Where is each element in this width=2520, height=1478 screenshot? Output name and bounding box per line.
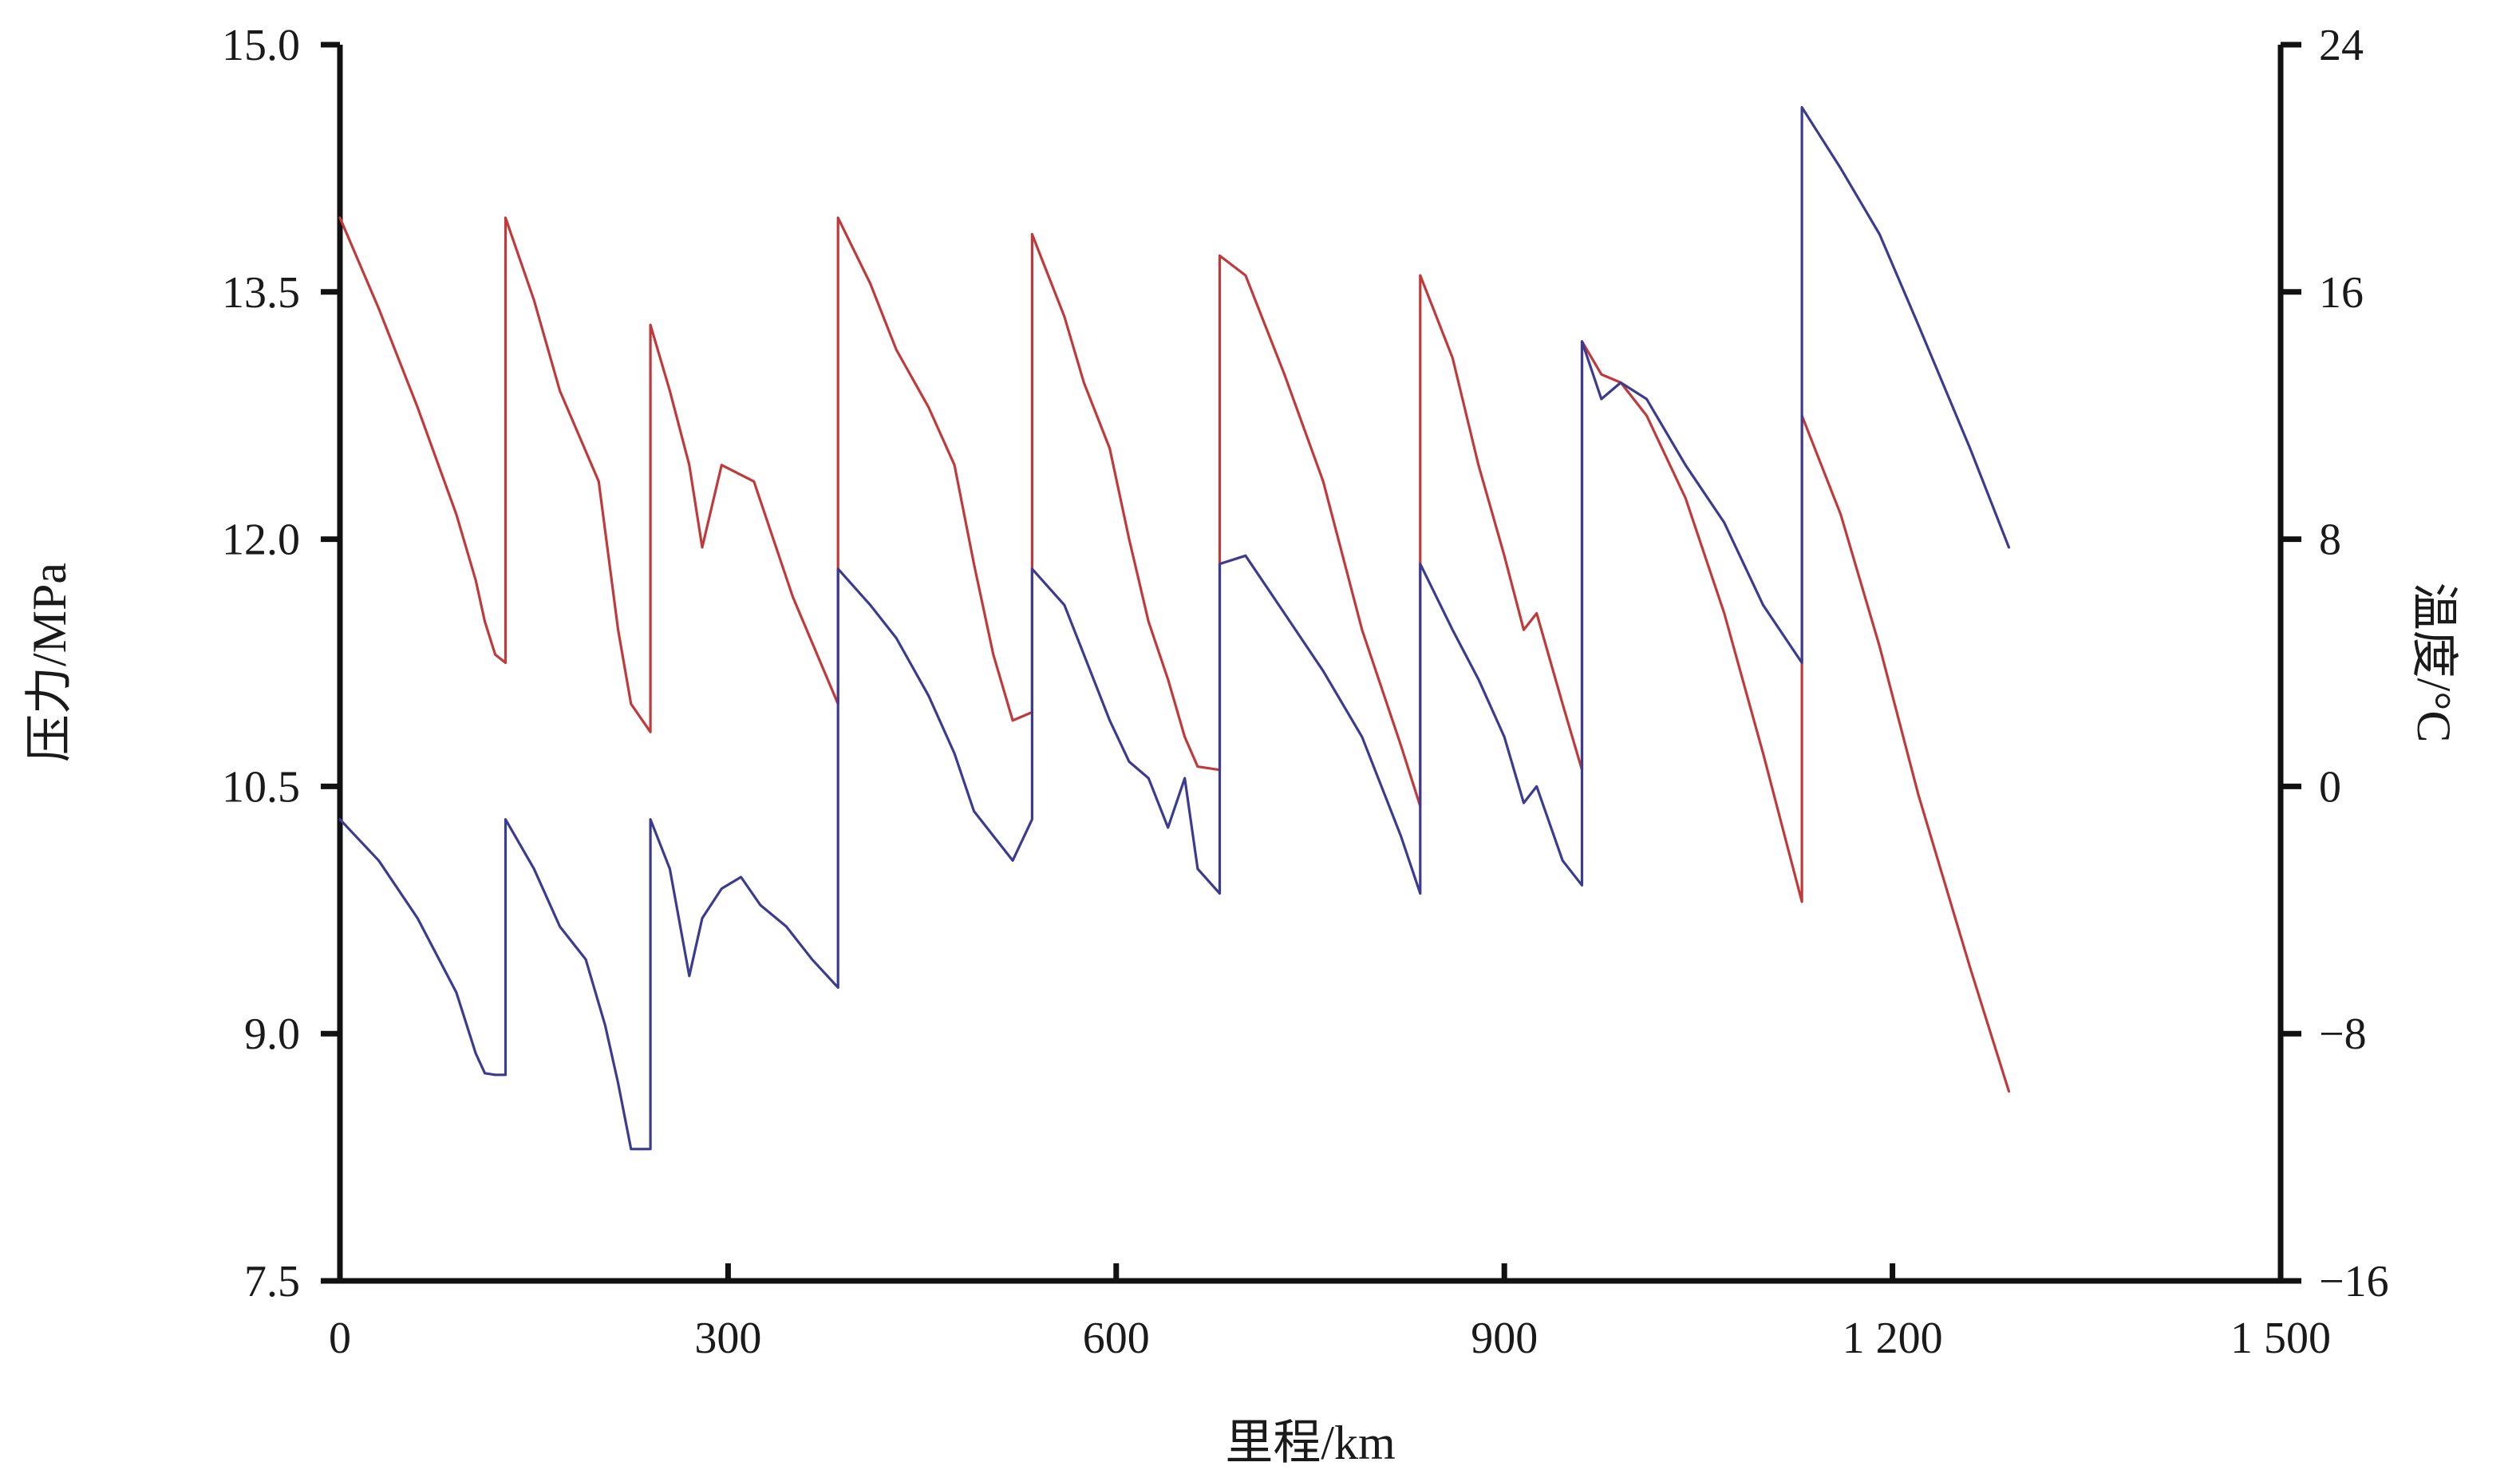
left-y-axis-title: 压力/MPa (23, 563, 76, 762)
left-y-tick-label: 15.0 (222, 21, 300, 70)
left-y-axis-ticks: 7.5 9.0 10.5 12.0 13.5 15.0 (222, 21, 340, 1306)
right-y-tick-label: 8 (2319, 516, 2341, 565)
x-axis-ticks: 0 300 600 900 1 200 1 500 (329, 1263, 2331, 1363)
x-tick-label: 600 (1083, 1314, 1150, 1363)
left-y-tick-label: 7.5 (244, 1257, 300, 1306)
left-y-tick-label: 13.5 (222, 268, 300, 318)
right-y-axis-title: 温度/°C (2407, 583, 2460, 743)
right-y-axis-ticks: −16 −8 0 8 16 24 (2281, 21, 2389, 1306)
right-y-tick-label: −16 (2319, 1257, 2389, 1306)
x-axis-title: 里程/km (1225, 1417, 1395, 1469)
series-line-2 (338, 105, 2011, 1151)
right-y-tick-label: 0 (2319, 762, 2341, 812)
x-tick-label: 900 (1471, 1314, 1538, 1363)
left-y-tick-label: 12.0 (222, 516, 300, 565)
right-y-tick-label: −8 (2319, 1010, 2367, 1059)
x-tick-label: 300 (694, 1314, 761, 1363)
x-tick-label: 1 200 (1843, 1314, 1943, 1363)
right-y-tick-label: 16 (2319, 268, 2364, 318)
series-group (338, 105, 2011, 1151)
x-tick-label: 0 (329, 1314, 351, 1363)
series-line-1 (338, 216, 2011, 1093)
left-y-tick-label: 10.5 (222, 762, 300, 812)
right-y-tick-label: 24 (2319, 21, 2364, 70)
x-tick-label: 1 500 (2230, 1314, 2331, 1363)
axes (337, 45, 2284, 1284)
left-y-tick-label: 9.0 (244, 1010, 300, 1059)
